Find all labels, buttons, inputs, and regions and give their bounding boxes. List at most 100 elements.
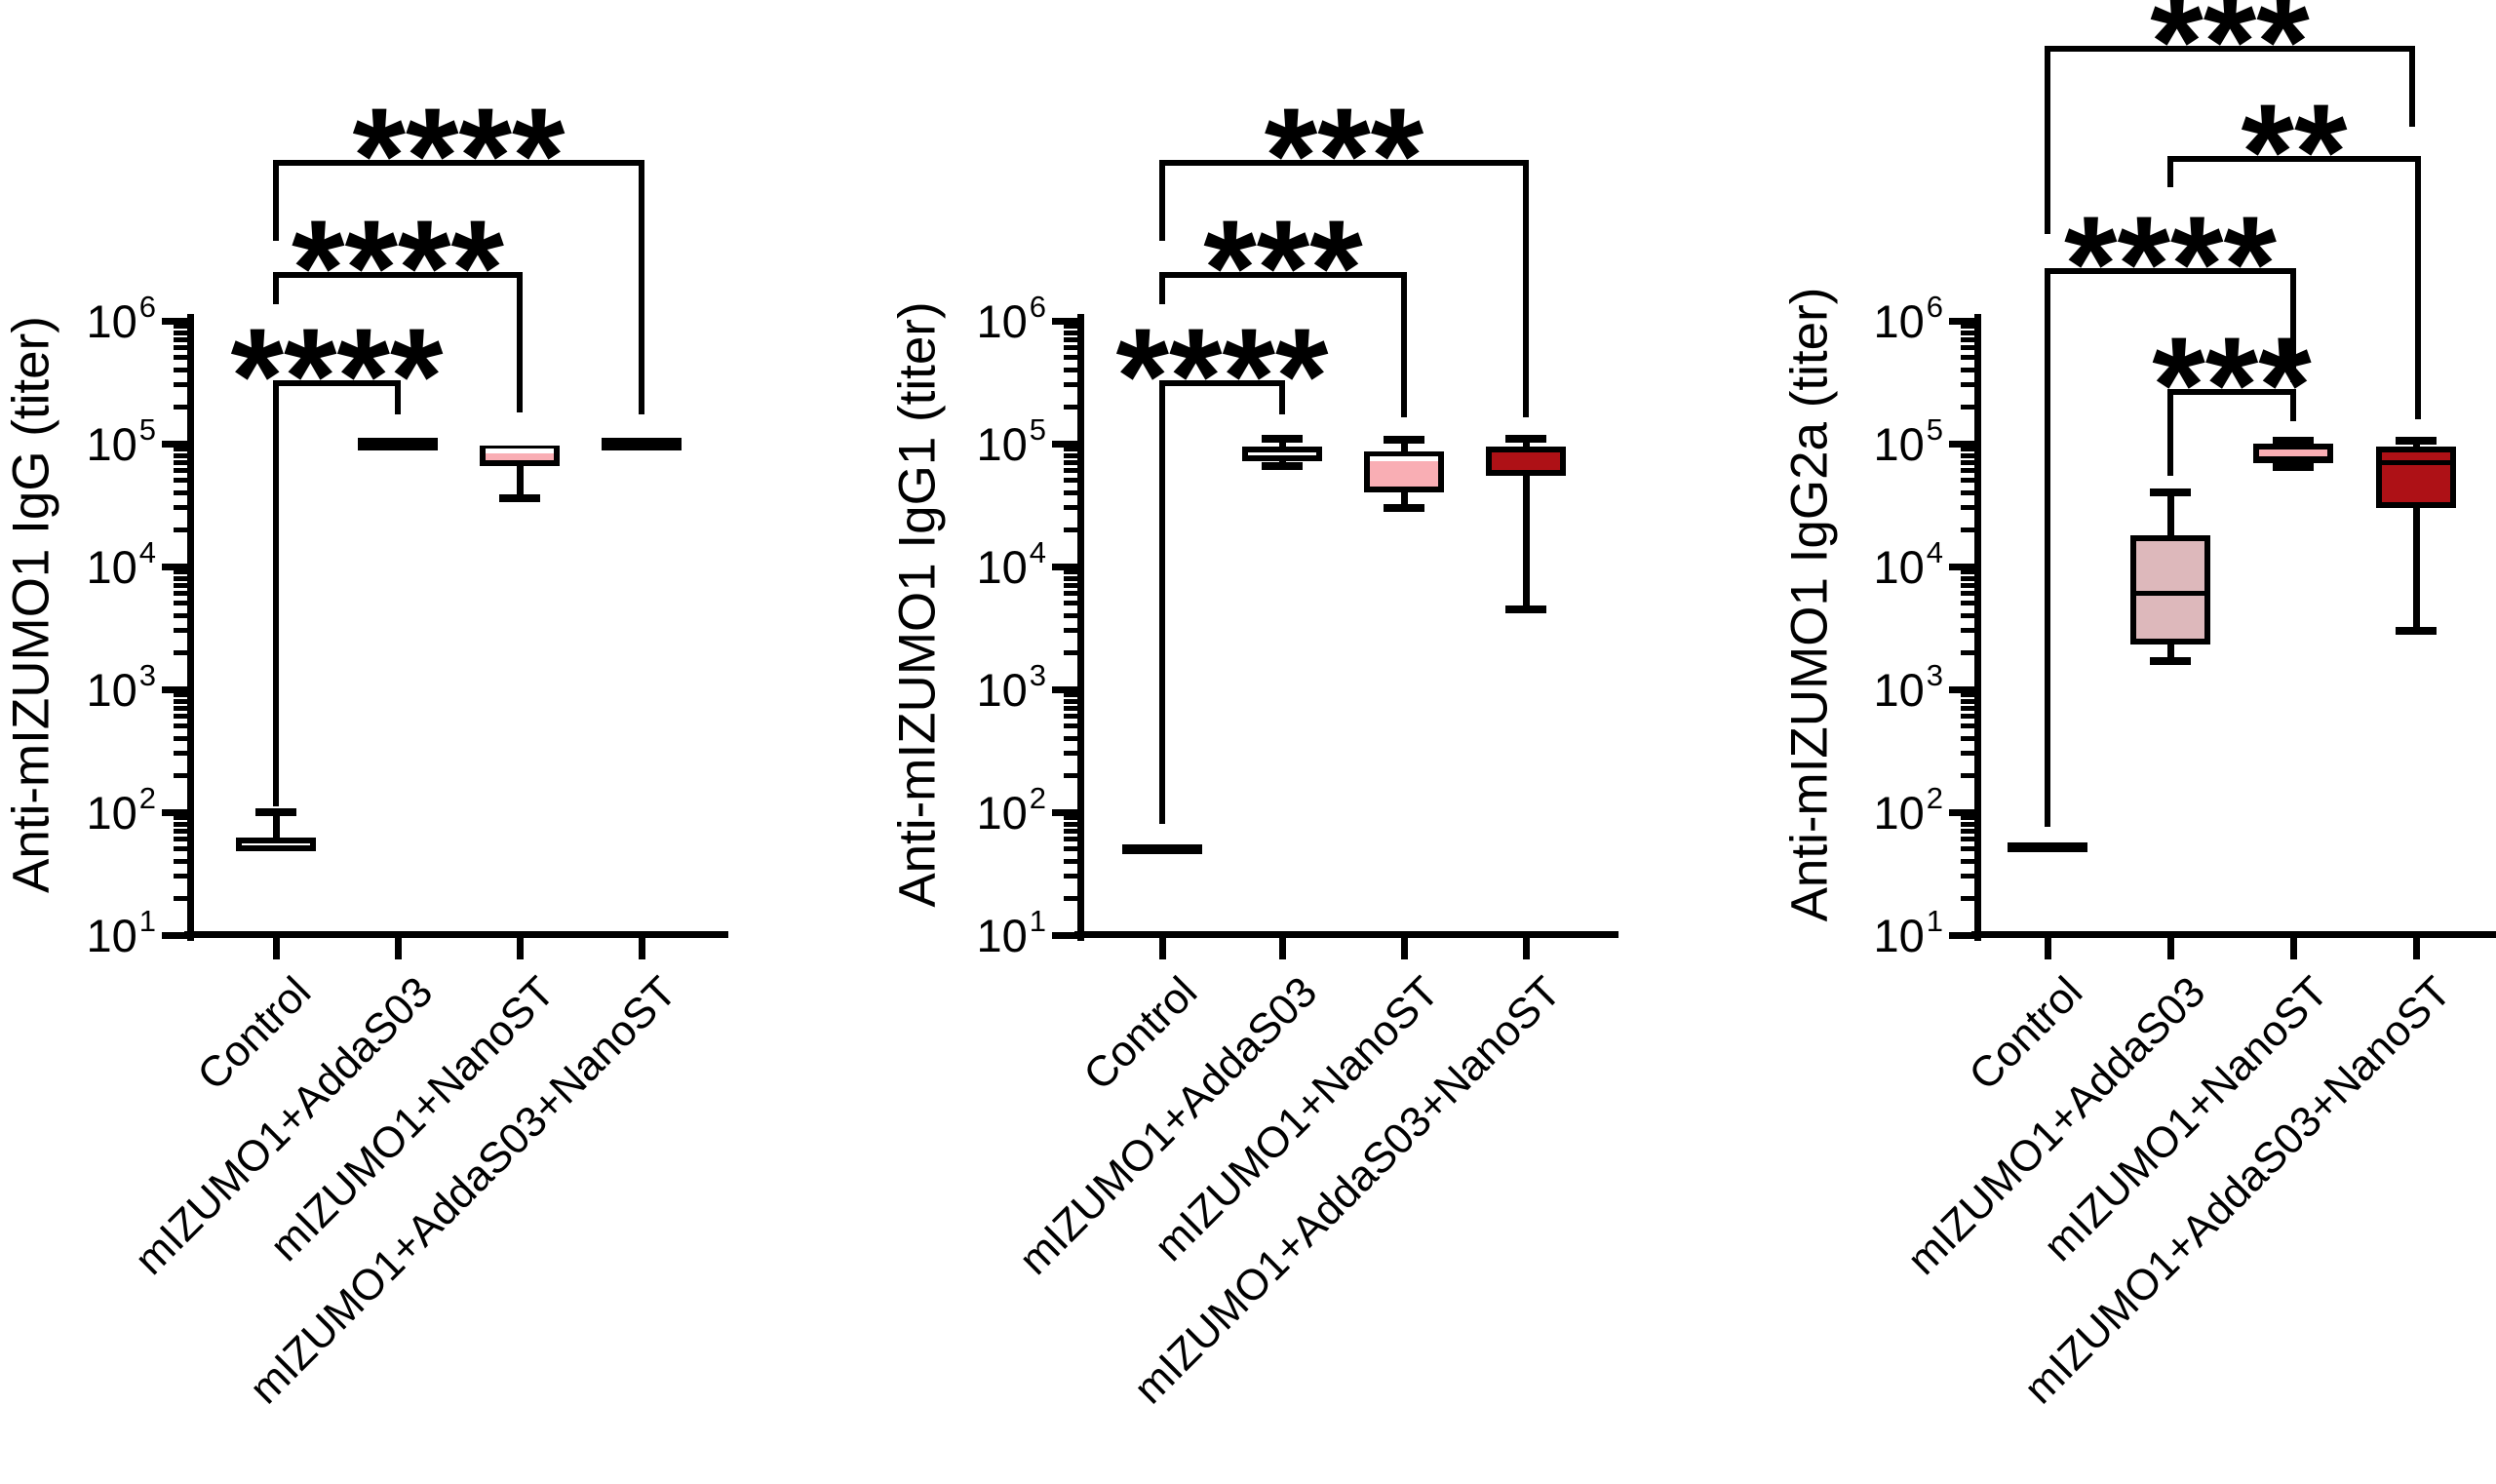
group-label: mIZUMO1+NanoST [260,967,565,1270]
y-minor-tick [1961,821,1978,827]
x-tick [394,934,402,959]
y-tick-exponent: 3 [1029,657,1046,692]
y-tick-base: 10 [86,786,137,839]
y-minor-tick [1064,612,1081,618]
y-minor-tick [174,404,191,410]
y-major-tick [1949,317,1978,325]
y-major-tick [1052,931,1081,939]
y-minor-tick [1064,505,1081,511]
y-minor-tick [174,649,191,655]
y-major-tick [162,563,191,570]
sig-bracket-left-leg [1159,272,1165,304]
y-minor-tick [174,583,191,589]
collapsed-box-bar [2008,841,2087,852]
sig-bracket-right-leg [1523,160,1529,417]
boxplot-box [1242,446,1322,461]
y-tick-exponent: 5 [1926,411,1943,447]
y-minor-tick [174,324,191,330]
y-tick-label: 10 1 [0,906,156,964]
y-tick-exponent: 4 [138,534,156,569]
y-minor-tick [174,345,191,351]
x-tick [2166,934,2174,959]
y-minor-tick [1961,698,1978,704]
group-label: mIZUMO1+AddaS03 [1009,967,1327,1284]
y-minor-tick [1961,714,1978,720]
whisker-high-cap [1384,436,1424,445]
y-tick-exponent: 2 [1926,780,1943,815]
y-minor-tick [1064,821,1081,827]
y-minor-tick [1961,706,1978,712]
group-label: mIZUMO1+NanoST [1145,967,1449,1270]
y-minor-tick [174,601,191,606]
x-tick [2289,934,2297,959]
y-minor-tick [1064,337,1081,343]
whisker-high-cap [2150,488,2191,497]
y-minor-tick [174,447,191,452]
y-tick-label: 10 6 [867,292,1046,350]
whisker-high-stem [1522,438,1530,447]
whisker-high-stem [1278,438,1286,447]
y-minor-tick [1064,692,1081,698]
y-minor-tick [1961,478,1978,484]
y-minor-tick [174,874,191,879]
y-minor-tick [174,837,191,842]
y-minor-tick [174,846,191,852]
y-minor-tick [174,575,191,581]
x-axis [1971,931,2496,938]
y-minor-tick [1064,447,1081,452]
whisker-high-stem [1400,440,1408,452]
sig-bracket-right-leg [2409,46,2415,127]
sig-asterisks: **** [292,191,504,344]
x-tick [516,934,524,959]
y-minor-tick [1961,735,1978,741]
y-minor-tick [1064,382,1081,388]
y-minor-tick [174,382,191,388]
y-tick-exponent: 1 [1029,903,1046,938]
y-tick-base: 10 [1873,294,1925,347]
whisker-low-cap [2396,626,2437,635]
y-minor-tick [1961,772,1978,778]
y-tick-exponent: 2 [138,780,156,815]
y-minor-tick [1064,489,1081,495]
y-axis [1974,314,1981,941]
y-tick-exponent: 5 [1029,411,1046,447]
y-minor-tick [1064,723,1081,729]
whisker-low-cap [499,493,540,502]
sig-bracket-right-leg [2415,156,2421,419]
y-minor-tick [1961,527,1978,532]
whisker-high-cap [2396,437,2437,446]
y-major-tick [1052,808,1081,816]
y-major-tick [1949,808,1978,816]
y-minor-tick [1064,468,1081,474]
whisker-low-cap [1262,461,1303,470]
y-minor-tick [1961,874,1978,879]
y-tick-base: 10 [976,294,1028,347]
y-minor-tick [1961,404,1978,410]
y-minor-tick [174,829,191,835]
y-axis [187,314,194,941]
y-minor-tick [1064,460,1081,466]
boxplot-box [236,838,316,852]
y-major-tick [1949,440,1978,448]
whisker-low-stem [2412,507,2420,631]
y-major-tick [1949,685,1978,693]
y-minor-tick [1064,452,1081,458]
y-minor-tick [174,337,191,343]
y-tick-base: 10 [1873,540,1925,593]
group-label: mIZUMO1+AddaS03 [1897,967,2215,1284]
y-minor-tick [1064,706,1081,712]
boxplot-box [1486,446,1566,476]
y-axis-title: Anti-mIZUMO1 IgG1 (titer) [888,301,947,908]
sig-bracket-bar [2045,46,2415,52]
y-minor-tick [1064,601,1081,606]
whisker-low-cap [2150,656,2191,665]
y-major-tick [1052,440,1081,448]
y-tick-label: 10 2 [1764,783,1943,841]
sig-bracket-bar [2167,389,2296,395]
y-minor-tick [174,895,191,901]
y-tick-exponent: 3 [138,657,156,692]
y-major-tick [162,808,191,816]
y-tick-exponent: 1 [1926,903,1943,938]
y-minor-tick [1961,583,1978,589]
y-minor-tick [1961,723,1978,729]
